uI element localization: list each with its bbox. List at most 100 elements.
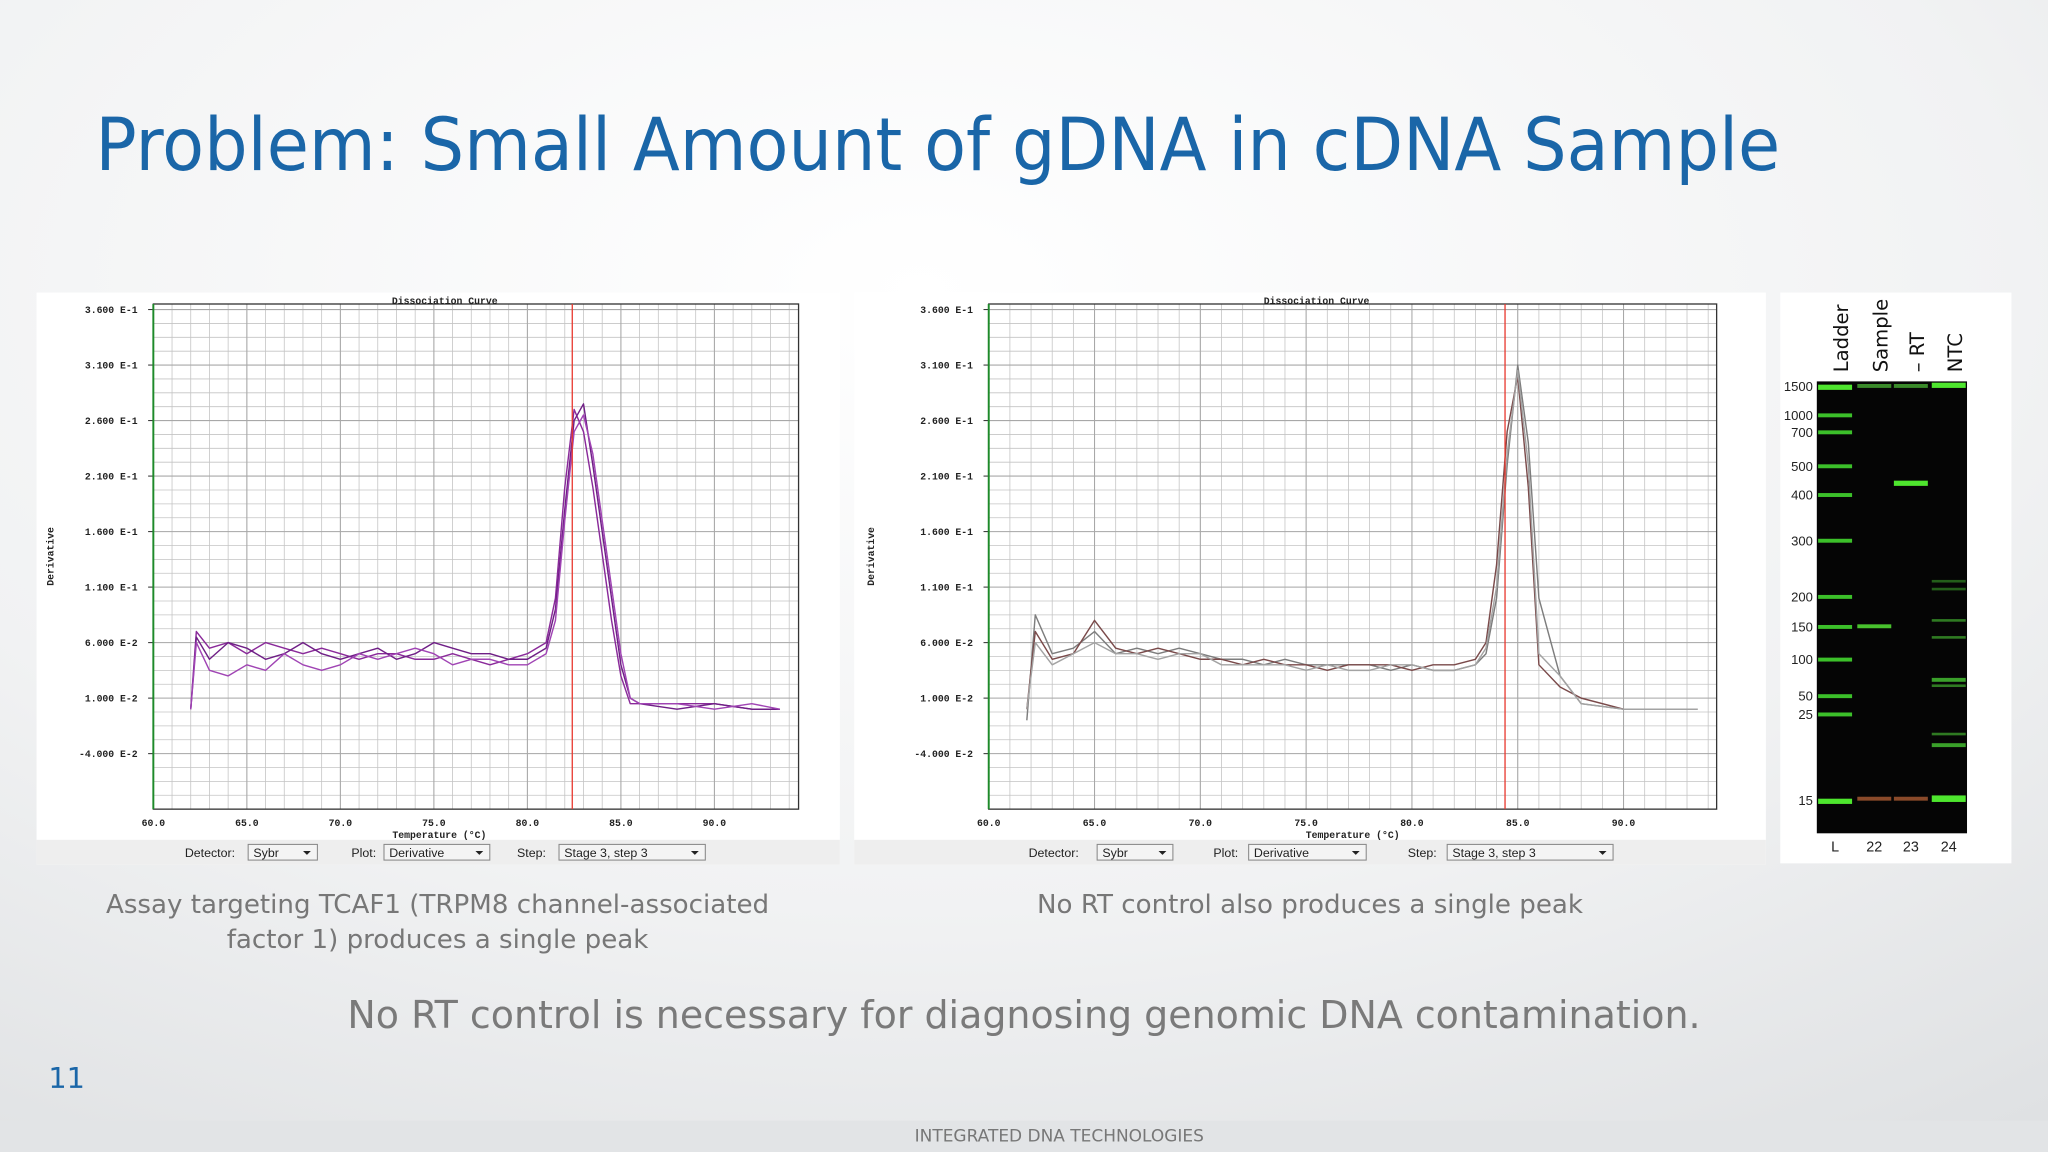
x-tick-label: 85.0 [609,818,633,829]
caption: No RT control also produces a single pea… [1037,890,1584,920]
control-label: Plot: [1213,846,1238,860]
dropdown-value: Derivative [389,846,444,860]
control-label: Detector: [1029,846,1079,860]
dropdown [558,843,706,861]
lane-number: 24 [1941,840,1957,856]
gel-band [1931,587,1966,591]
chart: 60.0 65.0 70.0 75.0 80.0 85.0 90.0 3.600 E-1 3.1… [36,292,840,865]
size-label: 15 [1798,793,1813,808]
gel-background [1816,381,1968,834]
y-tick-label: 3.100 E-1 [85,360,138,371]
chart-title: Dissociation Curve [392,296,498,307]
size-label: 25 [1798,707,1813,722]
data-line [190,408,780,710]
lane-number: 22 [1866,840,1882,856]
gel-band [1893,480,1928,486]
ladder-band [1818,384,1853,390]
y-tick-label: 2.600 E-1 [85,416,138,427]
data-line [1026,375,1698,710]
lane-label: – RT [1906,331,1929,372]
lane-label: Sample [1869,299,1892,372]
gel-band [1931,677,1966,682]
size-label: 100 [1791,652,1813,667]
ladder-band [1818,694,1853,699]
chart-panel [854,292,1766,865]
gel-band [1931,619,1966,622]
ladder-band [1818,538,1853,543]
slide-title: Problem: Small Amount of gDNA in cDNA Sa… [95,103,1780,188]
ladder-band [1818,657,1853,662]
gel-band [1857,624,1892,629]
x-tick-label: 80.0 [1400,818,1424,829]
slide-number: 11 [48,1061,85,1095]
y-axis-label: Derivative [866,527,877,586]
y-tick-label: -4.000 E-2 [914,749,973,760]
control-label: Step: [517,846,546,860]
x-tick-label: 60.0 [142,818,166,829]
footer: INTEGRATED DNA TECHNOLOGIES [915,1127,1204,1147]
dropdown-value: Stage 3, step 3 [1452,846,1535,860]
size-label: 50 [1798,689,1813,704]
y-tick-label: 2.100 E-1 [920,471,973,482]
y-tick-label: 1.100 E-1 [920,582,973,593]
dropdown-arrow [1351,850,1360,855]
x-tick-label: 65.0 [235,818,259,829]
gel-band [1857,384,1892,388]
chart-title: Dissociation Curve [1264,296,1370,307]
control-label: Detector: [185,846,235,860]
gel-band [1931,382,1966,388]
size-label: 400 [1791,488,1813,503]
dropdown-arrow [1158,850,1167,855]
size-label: 300 [1791,533,1813,548]
x-tick-label: 75.0 [422,818,446,829]
gel-band [1931,579,1966,583]
footer-band [0,1120,2048,1152]
gel-band [1931,795,1966,802]
ladder-band [1818,594,1853,599]
dropdown-arrow [1598,850,1607,855]
x-tick-label: 60.0 [977,818,1001,829]
x-tick-label: 70.0 [329,818,353,829]
dropdown [247,843,318,861]
dropdown [1446,843,1614,861]
caption: Assay targeting TCAF1 (TRPM8 channel-ass… [106,890,769,920]
dropdown-value: Derivative [1254,846,1309,860]
y-tick-label: 6.000 E-2 [85,638,138,649]
y-tick-label: -4.000 E-2 [79,749,138,760]
x-tick-label: 90.0 [1612,818,1636,829]
y-tick-label: 3.600 E-1 [920,305,973,316]
y-tick-label: 1.600 E-1 [85,527,138,538]
gel-band [1931,732,1966,736]
size-label: 700 [1791,425,1813,440]
y-tick-label: 1.000 E-2 [920,693,973,704]
gel-band [1893,384,1928,388]
lane-label: NTC [1944,333,1967,372]
dropdown [1248,843,1367,861]
size-label: 200 [1791,589,1813,604]
ladder-band [1818,430,1853,435]
control-label: Step: [1408,846,1437,860]
dropdown [383,843,491,861]
size-label: 1500 [1784,379,1813,394]
lane-number: L [1831,840,1839,856]
x-tick-label: 70.0 [1189,818,1213,829]
caption: factor 1) produces a single peak [227,925,650,955]
lane-label: Ladder [1830,303,1853,372]
y-tick-label: 1.000 E-2 [85,693,138,704]
dropdown-value: Stage 3, step 3 [564,846,647,860]
ladder-band [1818,624,1853,629]
gel-band [1931,684,1966,688]
control-label: Plot: [351,846,376,860]
dropdown-arrow [303,850,311,855]
ladder-band [1818,798,1853,804]
x-tick-label: 65.0 [1083,818,1107,829]
dropdown-value: Sybr [1102,846,1127,860]
y-tick-label: 1.100 E-1 [85,582,138,593]
conclusion: No RT control is necessary for diagnosin… [347,993,1700,1037]
gel-band [1931,636,1966,639]
y-tick-label: 3.600 E-1 [85,305,138,316]
gel-image: Ladder Sample – RT NTC 1500 1000 700 500 400 300 2… [1780,292,2012,864]
data-line [190,414,780,710]
